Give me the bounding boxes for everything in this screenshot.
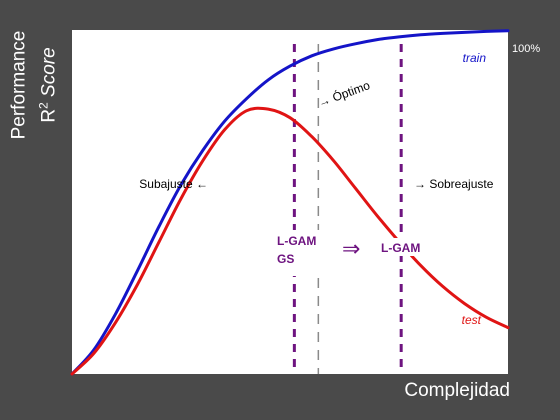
y-axis-label-line2: R2 Score — [31, 31, 61, 140]
annotation-lgam-gs-backdrop — [272, 230, 326, 276]
y-axis-label-exponent: 2 — [36, 102, 51, 109]
annotation-sobreajuste: → Sobreajuste — [414, 177, 494, 191]
vertical-guides — [292, 44, 403, 374]
annotation-arrow: ⇒ — [342, 237, 360, 262]
annotation-lgam: L-GAM — [381, 241, 420, 255]
annotation-lgam-gs-line1: L-GAM — [277, 234, 316, 248]
y-axis-label: Performance R2 Score — [4, 18, 64, 152]
plot-area — [72, 30, 508, 374]
y-axis-label-score: Score — [38, 47, 60, 97]
annotation-subajuste: Subajuste ← — [139, 177, 208, 191]
series-label-test: test — [462, 313, 482, 327]
series-line-test — [70, 106, 510, 376]
y-axis-label-line1: Performance — [8, 30, 30, 140]
y-tick-100: 100% — [512, 43, 540, 55]
series-group — [70, 29, 510, 376]
series-line-train — [70, 29, 510, 376]
annotation-lgam-gs-line2: GS — [277, 252, 294, 266]
series-label-train: train — [463, 51, 487, 65]
x-axis-label: Complejidad — [404, 380, 510, 401]
y-axis-label-r: R — [38, 108, 60, 123]
annotation-lgam-backdrop — [378, 238, 428, 256]
